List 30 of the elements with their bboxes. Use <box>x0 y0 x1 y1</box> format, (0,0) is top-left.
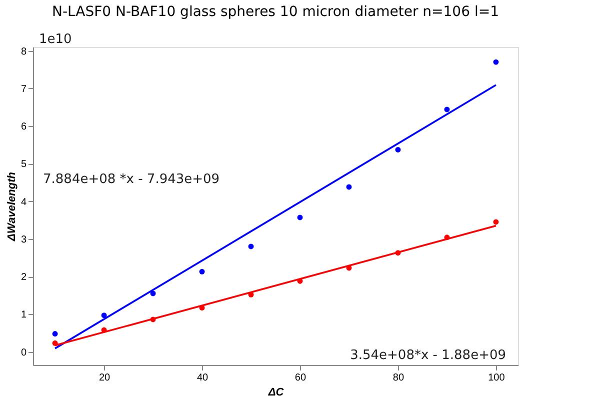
y-tick-label: 2 <box>20 272 27 284</box>
y-tick-label: 6 <box>20 122 27 133</box>
y-tick-label: 0 <box>20 347 27 358</box>
y-tick-label: 7 <box>20 84 27 95</box>
point <box>444 106 450 112</box>
y-tick-label: 1 <box>20 310 27 321</box>
chart-title: N-LASF0 N-BAF10 glass spheres 10 micron diameter n=106 l=1 <box>52 4 499 20</box>
point <box>101 312 107 318</box>
x-tick-label: 100 <box>488 372 506 384</box>
y-tick-label: 3 <box>20 234 27 246</box>
annotation: 7.884e+08 *x - 7.943e+09 <box>43 172 220 187</box>
point <box>248 244 254 250</box>
point <box>493 219 499 225</box>
text: 1e10 <box>39 32 72 47</box>
x-axis-title: ΔC <box>267 386 285 398</box>
y-tick-label: 4 <box>20 196 27 208</box>
point <box>297 214 303 220</box>
point <box>52 331 58 336</box>
x-tick-label: 80 <box>392 372 404 384</box>
y-tick-label: 5 <box>20 159 27 170</box>
y-tick-label: 8 <box>20 46 27 58</box>
point <box>395 147 401 152</box>
point <box>493 59 499 65</box>
point <box>346 184 352 190</box>
x-tick-label: 60 <box>294 372 306 384</box>
x-tick-label: 20 <box>98 372 111 384</box>
x-tick-label: 40 <box>196 372 209 384</box>
annotation: 3.54e+08*x - 1.88e+09 <box>350 348 506 363</box>
y-axis-title: ΔWavelength <box>6 172 18 242</box>
point <box>199 268 205 274</box>
